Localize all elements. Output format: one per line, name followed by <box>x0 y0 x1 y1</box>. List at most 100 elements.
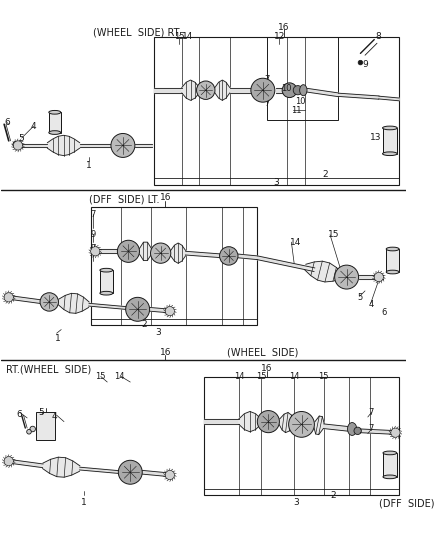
Ellipse shape <box>381 126 396 130</box>
Text: 1: 1 <box>86 161 92 170</box>
Circle shape <box>150 243 170 263</box>
Ellipse shape <box>49 131 60 134</box>
Polygon shape <box>91 249 121 253</box>
Text: 2: 2 <box>141 320 147 329</box>
Text: 7: 7 <box>91 210 96 219</box>
Text: 5: 5 <box>18 134 24 143</box>
Text: 16: 16 <box>278 23 289 32</box>
Circle shape <box>219 247 237 265</box>
Circle shape <box>288 411 314 437</box>
Text: 9: 9 <box>91 230 96 239</box>
Text: 6: 6 <box>381 309 386 317</box>
Polygon shape <box>88 303 130 310</box>
Polygon shape <box>185 252 222 258</box>
Polygon shape <box>304 261 342 282</box>
Text: 4: 4 <box>368 300 373 309</box>
Bar <box>385 249 398 272</box>
Bar <box>91 207 257 325</box>
Circle shape <box>196 81 215 100</box>
Circle shape <box>357 60 362 65</box>
Polygon shape <box>8 295 43 304</box>
Ellipse shape <box>100 292 113 295</box>
Ellipse shape <box>347 423 356 435</box>
Text: (DFF  SIDE): (DFF SIDE) <box>378 498 433 508</box>
Polygon shape <box>275 88 286 93</box>
Ellipse shape <box>282 83 296 98</box>
Polygon shape <box>139 242 151 261</box>
Text: (WHEEL  SIDE): (WHEEL SIDE) <box>226 348 298 358</box>
Text: 14: 14 <box>288 372 299 381</box>
Text: 5: 5 <box>357 293 362 302</box>
Text: 11: 11 <box>290 106 300 115</box>
Polygon shape <box>8 459 43 467</box>
Text: 14: 14 <box>114 372 124 381</box>
Circle shape <box>125 297 149 321</box>
Ellipse shape <box>382 475 396 479</box>
Ellipse shape <box>293 86 302 95</box>
Ellipse shape <box>385 270 398 274</box>
Text: 2: 2 <box>329 491 335 499</box>
Polygon shape <box>58 293 89 313</box>
Text: (WHEEL  SIDE) RT.: (WHEEL SIDE) RT. <box>93 28 181 38</box>
Circle shape <box>30 426 35 432</box>
Text: 15: 15 <box>318 372 328 381</box>
Polygon shape <box>18 143 47 147</box>
Bar <box>381 128 396 154</box>
Circle shape <box>257 410 279 433</box>
Polygon shape <box>79 467 121 474</box>
Text: 4: 4 <box>52 413 57 422</box>
Bar <box>36 413 55 440</box>
Circle shape <box>373 272 382 281</box>
Circle shape <box>250 78 274 102</box>
Polygon shape <box>181 80 199 100</box>
Text: 10: 10 <box>295 96 305 106</box>
Text: 1: 1 <box>81 498 87 507</box>
Ellipse shape <box>49 110 60 114</box>
Circle shape <box>91 247 100 256</box>
Text: 7: 7 <box>368 408 373 417</box>
Polygon shape <box>256 256 314 271</box>
Text: 15: 15 <box>173 32 184 41</box>
Text: 7: 7 <box>368 424 373 433</box>
Text: 6: 6 <box>16 410 22 418</box>
Text: 14: 14 <box>181 32 193 41</box>
Text: 7: 7 <box>263 75 268 84</box>
Polygon shape <box>154 88 181 93</box>
Polygon shape <box>142 471 172 477</box>
Polygon shape <box>323 424 349 431</box>
Bar <box>49 112 60 133</box>
Ellipse shape <box>385 247 398 251</box>
Text: 2: 2 <box>322 171 328 179</box>
Ellipse shape <box>299 85 306 96</box>
Circle shape <box>165 306 174 316</box>
Polygon shape <box>42 457 80 477</box>
Text: 16: 16 <box>159 348 171 357</box>
Circle shape <box>13 141 19 148</box>
Text: (DFF  SIDE) LT.: (DFF SIDE) LT. <box>88 194 159 204</box>
Text: 3: 3 <box>155 328 160 337</box>
Bar <box>382 453 396 477</box>
Text: 14: 14 <box>289 238 300 246</box>
Text: 7: 7 <box>91 244 96 253</box>
Bar <box>154 37 398 185</box>
Text: 8: 8 <box>374 32 380 41</box>
Text: RT.(WHEEL  SIDE): RT.(WHEEL SIDE) <box>6 365 91 375</box>
Bar <box>266 37 338 120</box>
Polygon shape <box>47 135 79 156</box>
Text: 15: 15 <box>328 230 339 239</box>
Text: 14: 14 <box>233 372 244 381</box>
Text: 7: 7 <box>263 100 268 108</box>
Circle shape <box>4 457 13 466</box>
Bar <box>100 270 113 293</box>
Circle shape <box>18 142 22 147</box>
Polygon shape <box>229 88 254 93</box>
Circle shape <box>4 293 13 302</box>
Circle shape <box>117 240 139 262</box>
Polygon shape <box>306 88 338 96</box>
Polygon shape <box>149 308 171 313</box>
Text: 9: 9 <box>361 60 367 69</box>
Ellipse shape <box>381 152 396 156</box>
Ellipse shape <box>100 268 113 272</box>
Polygon shape <box>313 416 323 434</box>
Polygon shape <box>134 143 152 147</box>
